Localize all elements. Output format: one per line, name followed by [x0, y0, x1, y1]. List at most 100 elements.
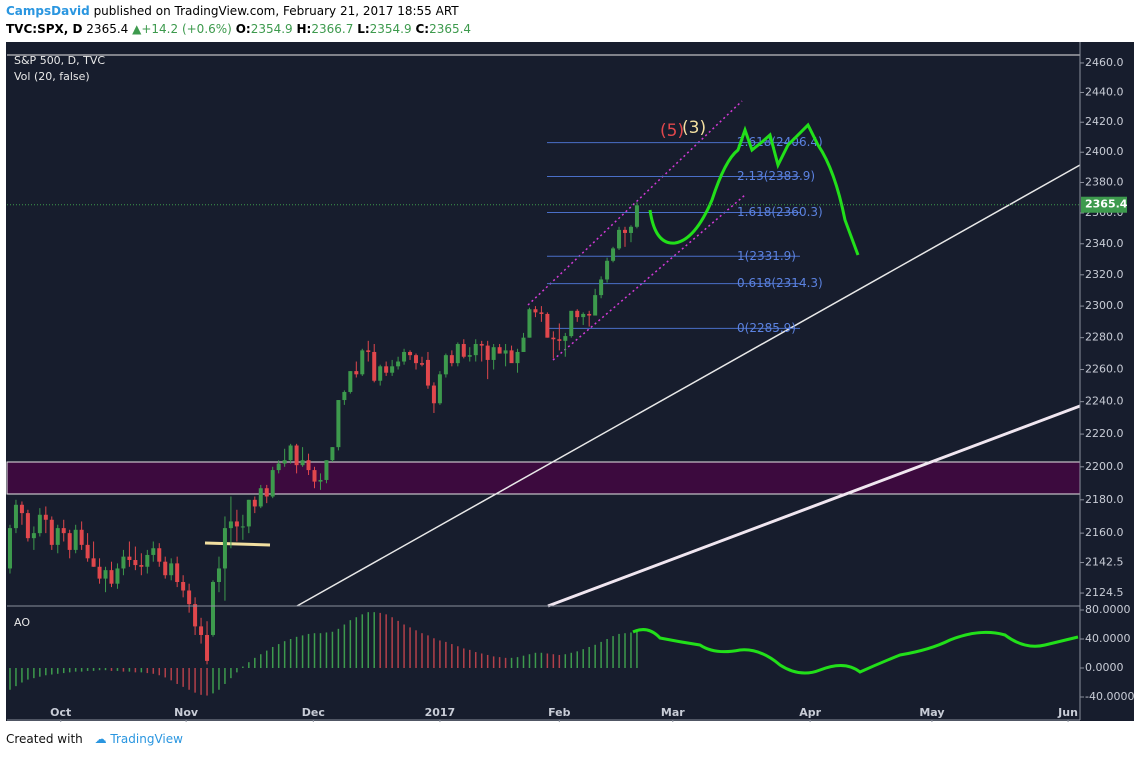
channel-line — [552, 194, 746, 361]
ao-bar — [33, 668, 35, 679]
ao-bar — [104, 668, 107, 671]
ao-bar — [445, 641, 447, 669]
candle-body — [330, 447, 335, 461]
ao-bar — [433, 638, 435, 669]
ao-bar — [600, 641, 602, 669]
candle-body — [252, 499, 257, 507]
candle-body — [390, 366, 395, 373]
ao-bar — [612, 636, 614, 669]
ao-bar — [164, 668, 166, 678]
y-tick-label: 2440.0 — [1085, 85, 1124, 98]
candle-body — [79, 529, 84, 545]
ao-bar — [439, 640, 441, 669]
candle-body — [199, 626, 204, 635]
support-line — [204, 541, 271, 547]
ao-bar — [158, 668, 161, 676]
candle-body — [127, 556, 132, 561]
ao-bar — [170, 668, 172, 681]
pane-title: AO — [14, 616, 30, 629]
candle-body — [503, 350, 508, 354]
ao-bar — [486, 654, 489, 669]
ao-bar — [68, 668, 71, 673]
ao-bar — [624, 633, 626, 669]
ao-bar — [498, 657, 501, 669]
ao-bar — [409, 627, 411, 669]
fib-label: 0.618(2314.3) — [737, 276, 823, 290]
ao-bar — [265, 650, 268, 669]
background — [6, 42, 1134, 721]
ao-bar — [427, 635, 429, 669]
candle-body — [527, 309, 532, 338]
channel-line — [527, 100, 743, 306]
ao-bar — [492, 656, 495, 669]
x-tick-label: Apr — [799, 706, 821, 719]
y-tick-label: 2160.0 — [1085, 526, 1124, 539]
ao-bar — [140, 668, 143, 673]
candle-body — [31, 533, 36, 539]
candle-body — [193, 604, 198, 627]
candle-body — [563, 336, 568, 341]
author[interactable]: CampsDavid — [6, 4, 90, 18]
x-tick-label: Mar — [661, 706, 685, 719]
ao-bar — [110, 668, 113, 671]
ao-bar — [403, 624, 405, 669]
ao-y-tick-label: 80.0000 — [1085, 603, 1131, 616]
ao-bar — [15, 668, 17, 687]
ao-bar — [606, 638, 608, 669]
y-tick-label: 2280.0 — [1085, 331, 1124, 344]
ao-bar — [373, 612, 375, 669]
ao-bar — [39, 668, 41, 677]
ao-bar — [594, 644, 596, 669]
candle-body — [270, 470, 275, 497]
candle-body — [55, 528, 60, 545]
candle-body — [61, 528, 66, 534]
candle-body — [569, 310, 574, 337]
candle-body — [288, 445, 293, 461]
x-tick-label: 2017 — [425, 706, 456, 719]
projection — [648, 122, 860, 256]
ao-bar — [230, 668, 232, 679]
ao-bar — [188, 668, 190, 690]
candle-body — [13, 504, 18, 529]
ao-bar — [86, 668, 89, 671]
candle-body — [623, 229, 628, 233]
ao-y-tick-label: -40.0000 — [1085, 690, 1134, 703]
candle-body — [414, 355, 419, 364]
candle-body — [372, 351, 377, 381]
ao-bar — [630, 632, 632, 669]
ao-bar — [27, 668, 29, 680]
low: 2354.9 — [369, 22, 412, 36]
ao-bar — [80, 668, 83, 672]
candle-body — [67, 533, 72, 550]
ao-bar — [260, 654, 262, 669]
ao-bar — [540, 652, 543, 669]
candle-body — [491, 347, 496, 360]
candle-body — [449, 355, 454, 364]
ao-bar — [271, 646, 274, 669]
candle-body — [402, 351, 407, 362]
footer: Created with ☁ TradingView — [6, 732, 183, 746]
ao-bar — [480, 653, 483, 669]
brand-name[interactable]: TradingView — [110, 732, 183, 746]
candle-body — [216, 568, 221, 582]
ao-bar — [570, 652, 573, 669]
ao-bar — [558, 654, 561, 669]
candle-body — [617, 229, 622, 249]
candle-body — [485, 345, 490, 360]
ao-bar — [534, 652, 537, 669]
candle-body — [378, 366, 383, 381]
o-label: O: — [235, 22, 251, 36]
candle-body — [551, 337, 556, 340]
candle-body — [175, 563, 180, 582]
candle-body — [593, 295, 598, 316]
ao-y-tick-label: 40.0000 — [1085, 632, 1131, 645]
candle-body — [97, 566, 102, 579]
candle-body — [312, 470, 317, 482]
candle-body — [306, 460, 311, 471]
change: +14.2 (+0.6%) — [141, 22, 232, 36]
candle-body — [336, 400, 341, 448]
ao-bar — [510, 657, 513, 669]
brand[interactable]: ☁ TradingView — [94, 732, 183, 746]
ao-bar — [62, 668, 65, 674]
y-tick-label: 2420.0 — [1085, 115, 1124, 128]
